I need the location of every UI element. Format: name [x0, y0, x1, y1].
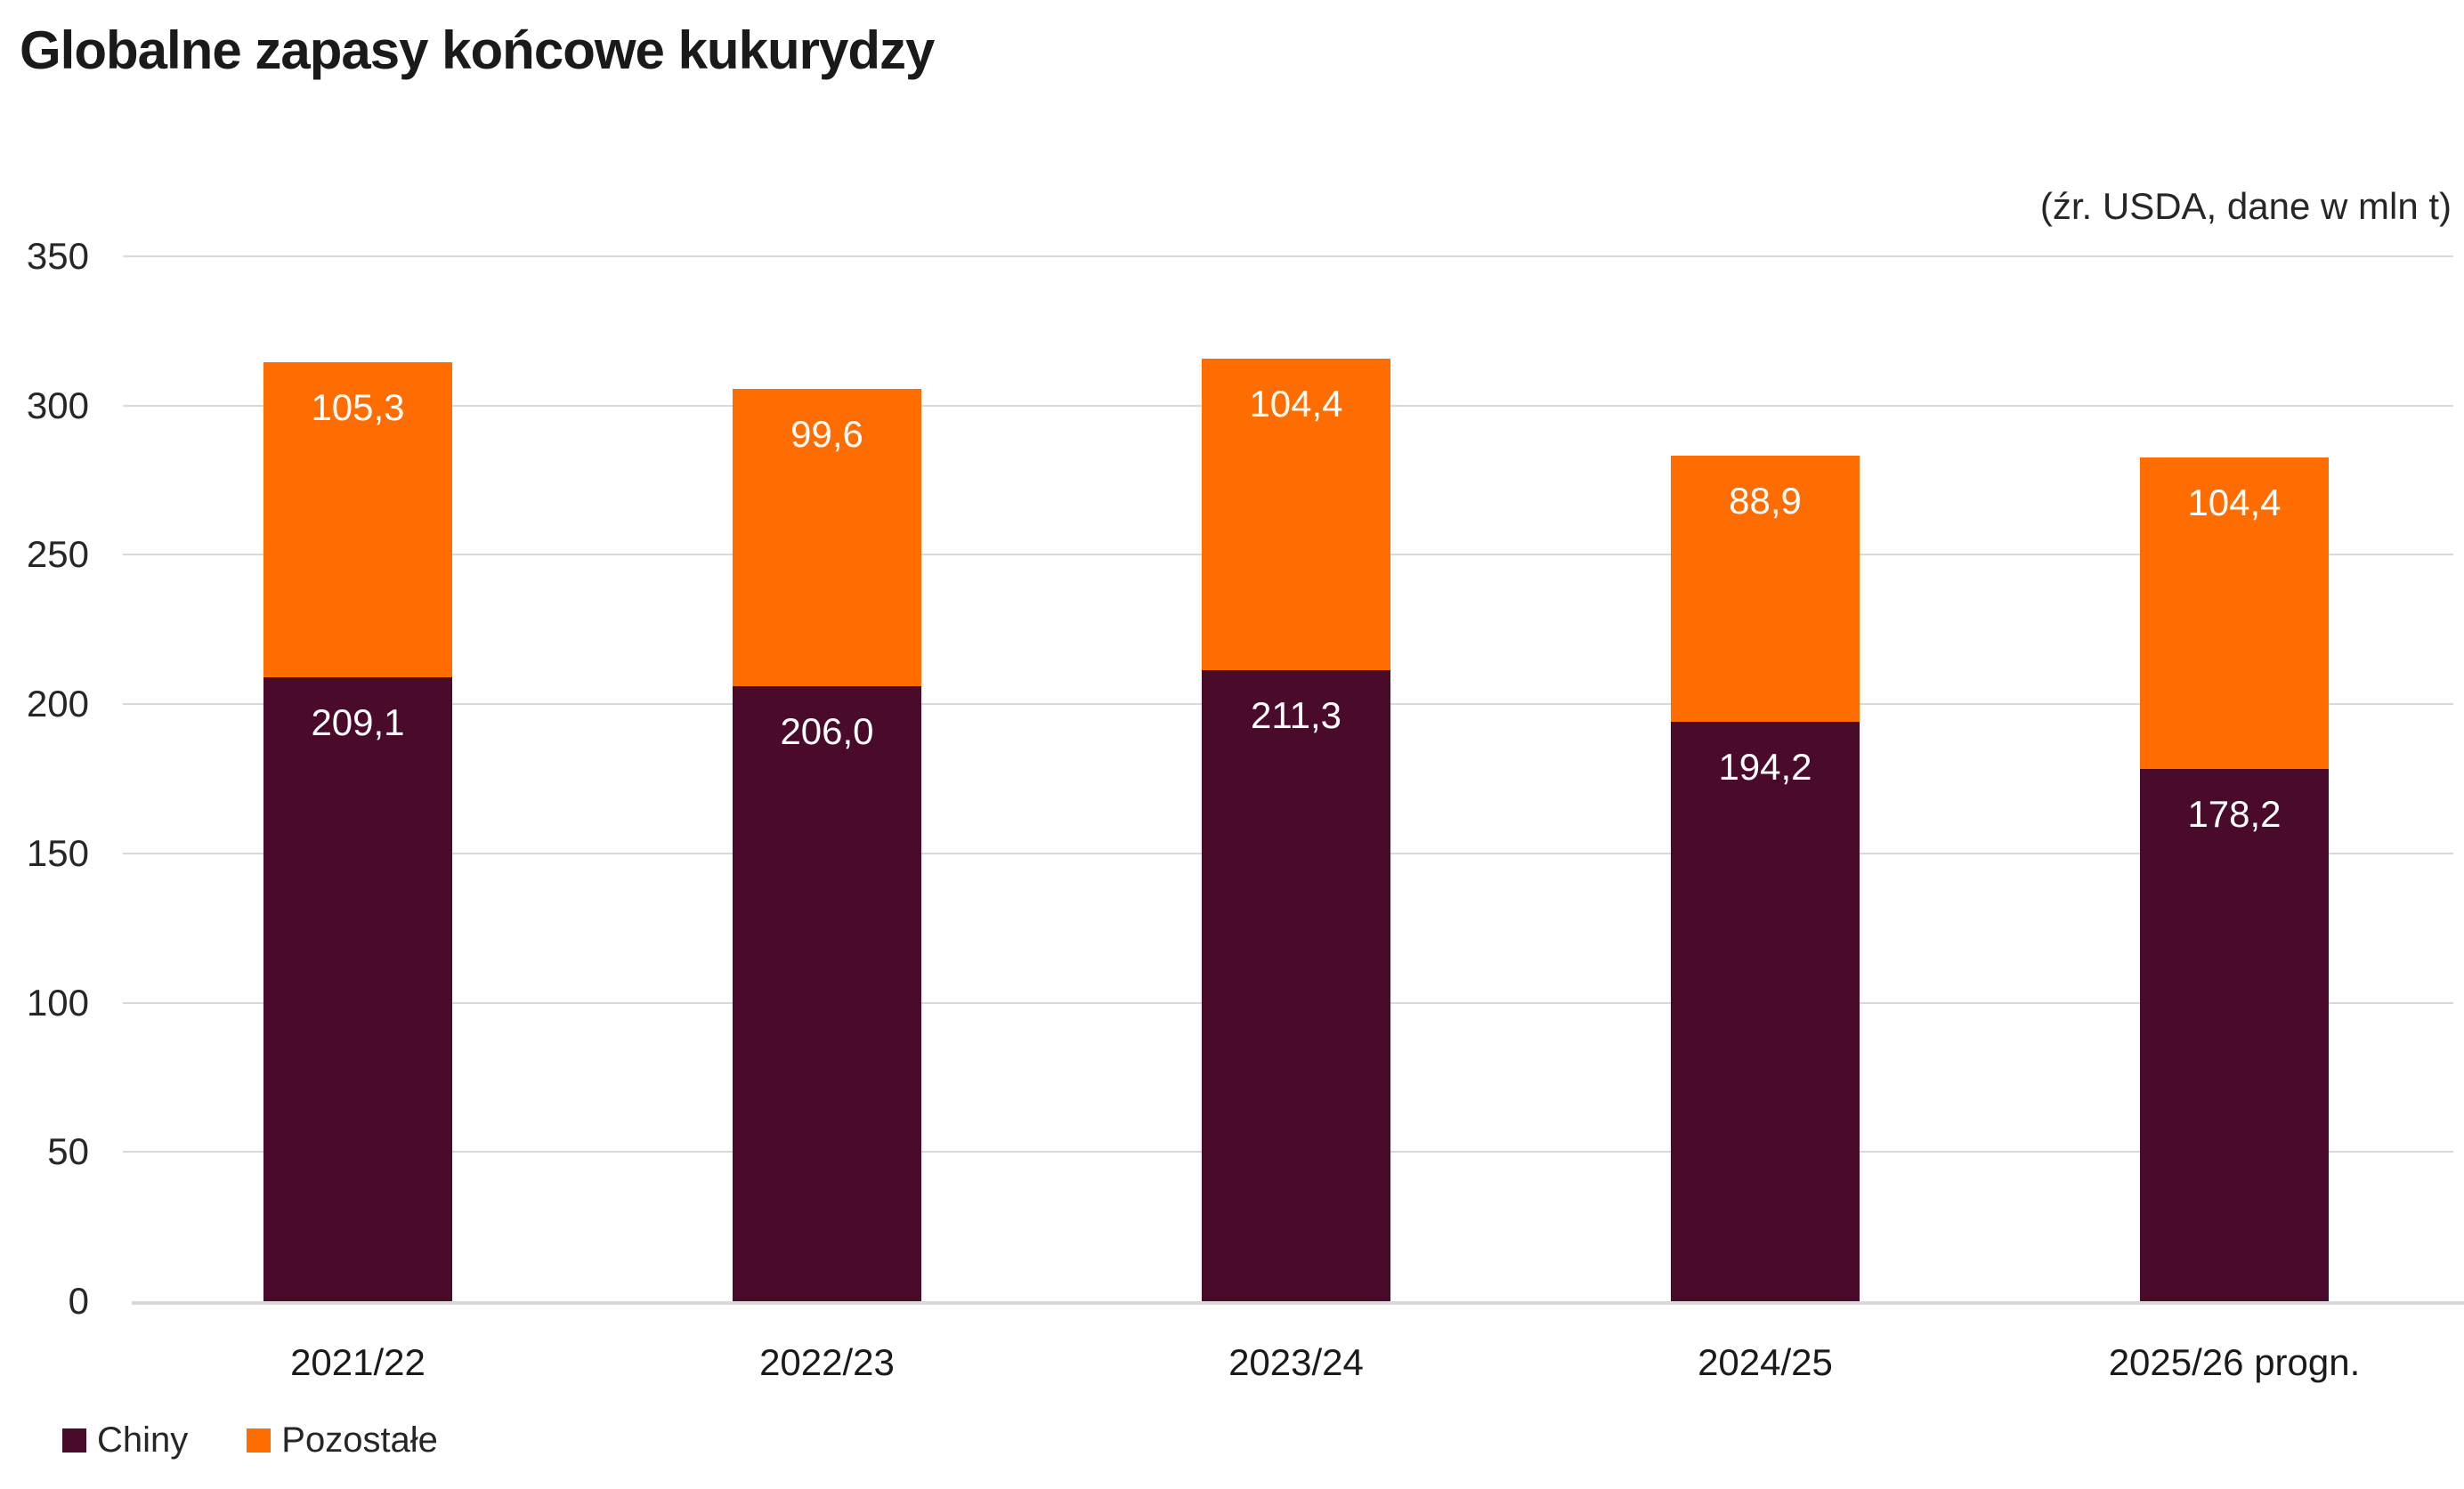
bar-segment-chiny: 178,2 [2140, 769, 2329, 1301]
bar-segment-chiny: 194,2 [1671, 721, 1860, 1301]
y-tick-label: 150 [26, 831, 89, 874]
chart-title: Globalne zapasy końcowe kukurydzy [20, 20, 935, 80]
bar-segment-chiny: 209,1 [263, 676, 452, 1301]
x-axis-line [132, 1301, 2464, 1305]
bar-value-label: 194,2 [1718, 745, 1812, 788]
bar-segment-pozostale: 99,6 [733, 388, 921, 686]
y-tick-label: 100 [26, 981, 89, 1024]
x-tick-label: 2022/23 [759, 1341, 895, 1383]
gridline [123, 255, 2453, 257]
y-tick-label: 250 [26, 533, 89, 576]
x-tick-label: 2021/22 [290, 1341, 426, 1383]
bar-segment-pozostale: 88,9 [1671, 456, 1860, 722]
bar-value-label: 209,1 [311, 700, 405, 743]
bar-value-label: 88,9 [1729, 480, 1802, 522]
chiny-series-swatch [62, 1428, 86, 1453]
bar-segment-pozostale: 104,4 [1202, 359, 1390, 671]
x-tick-label: 2024/25 [1698, 1341, 1833, 1383]
bar-value-label: 104,4 [1249, 383, 1343, 425]
bar-value-label: 99,6 [790, 412, 863, 455]
bar-segment-chiny: 206,0 [733, 686, 921, 1301]
pozostale-series-swatch [247, 1428, 272, 1453]
bar-segment-chiny: 211,3 [1202, 670, 1390, 1301]
y-tick-label: 200 [26, 683, 89, 725]
bar-value-label: 211,3 [1251, 694, 1341, 737]
source-note: (źr. USDA, dane w mln t) [2039, 185, 2452, 227]
y-tick-label: 0 [68, 1280, 89, 1322]
y-tick-label: 300 [26, 384, 89, 426]
x-tick-label: 2023/24 [1228, 1341, 1364, 1383]
bar-value-label: 178,2 [2187, 793, 2282, 836]
bar-value-label: 206,0 [780, 710, 874, 753]
legend-item-pozostale: Pozostałe [247, 1422, 438, 1458]
bar-value-label: 105,3 [311, 386, 405, 429]
x-tick-label: 2025/26 progn. [2108, 1341, 2361, 1383]
bar-value-label: 104,4 [2187, 481, 2282, 524]
legend-label-chiny: Chiny [97, 1420, 189, 1460]
y-tick-label: 50 [47, 1130, 89, 1173]
legend: Chiny Pozostałe [62, 1422, 438, 1458]
legend-item-chiny: Chiny [62, 1422, 188, 1458]
bar-segment-pozostale: 105,3 [263, 362, 452, 677]
legend-label-pozostale: Pozostałe [281, 1420, 438, 1460]
y-tick-label: 350 [26, 235, 89, 277]
bar-segment-pozostale: 104,4 [2140, 457, 2329, 770]
